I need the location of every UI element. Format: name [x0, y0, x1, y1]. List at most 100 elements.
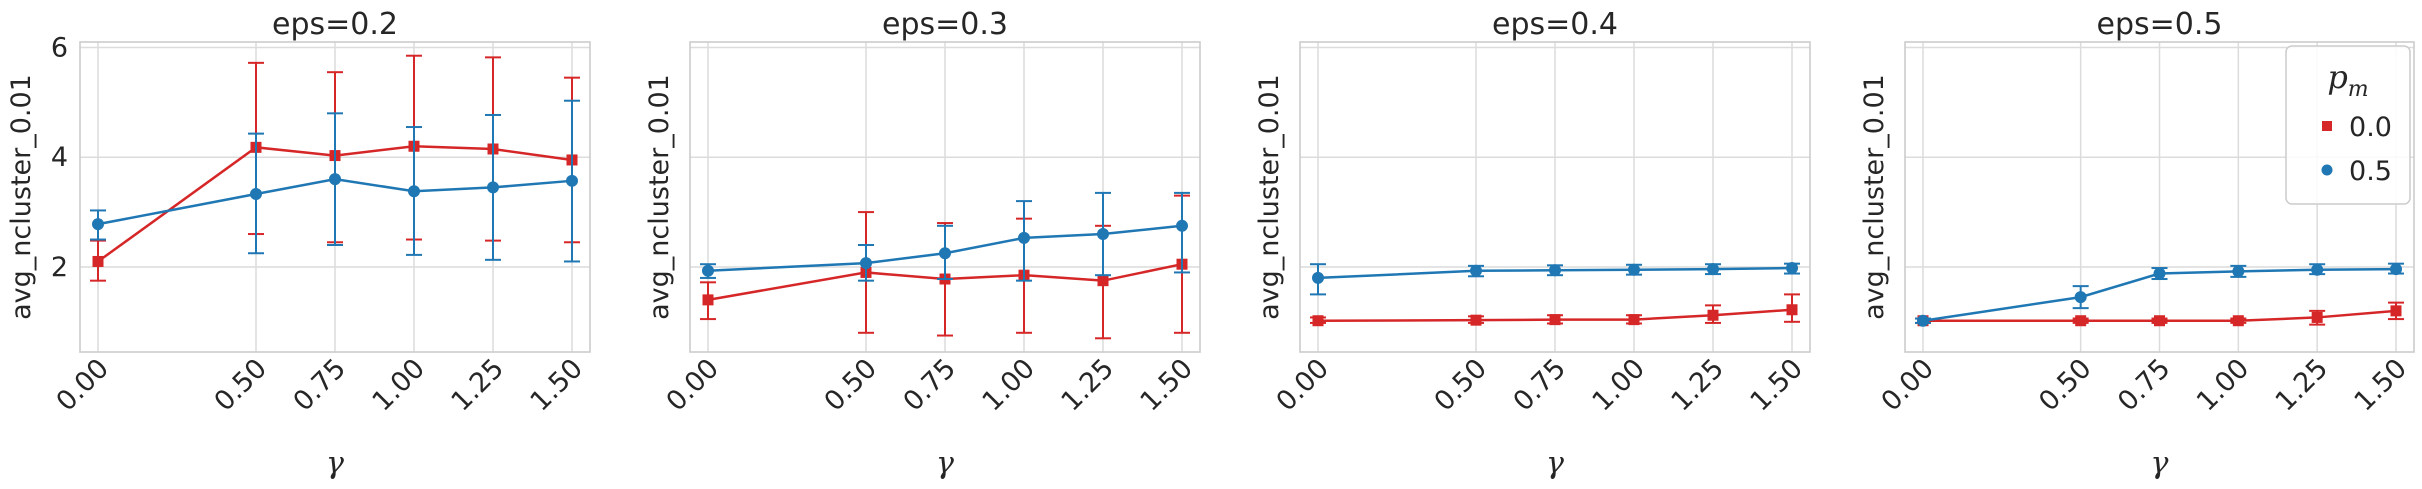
- series-line: [707, 224, 1183, 273]
- x-tick-label: 1.00: [2191, 353, 2255, 417]
- data-point: [1312, 315, 1324, 327]
- x-tick-label: 0.00: [1876, 353, 1940, 417]
- data-point: [92, 255, 104, 267]
- y-axis-label: avg_ncluster_0.01: [1859, 74, 1890, 320]
- series-0.0: [1915, 301, 2404, 327]
- data-point: [2154, 315, 2165, 327]
- x-tick-label: 1.25: [2270, 353, 2334, 417]
- y-axis-label: avg_ncluster_0.01: [644, 74, 675, 320]
- x-axis-label: γ: [1546, 446, 1564, 481]
- series-0.5: [1915, 262, 2404, 327]
- panel-title: eps=0.2: [272, 7, 398, 42]
- legend-marker: [2322, 121, 2332, 131]
- data-point: [1470, 314, 1482, 326]
- data-point: [2232, 315, 2244, 327]
- data-point: [2074, 291, 2087, 304]
- data-point: [329, 173, 341, 186]
- legend-label: 0.5: [2349, 156, 2392, 187]
- panel-title: eps=0.4: [1492, 7, 1618, 42]
- data-point: [250, 187, 262, 200]
- x-tick-label: 1.00: [1587, 353, 1651, 417]
- y-axis-label: avg_ncluster_0.01: [6, 74, 37, 320]
- data-point: [2153, 267, 2166, 280]
- data-point: [1097, 228, 1109, 241]
- data-point: [1176, 219, 1188, 232]
- data-point: [1097, 275, 1109, 287]
- y-axis-label: avg_ncluster_0.01: [1254, 74, 1285, 320]
- series-line: [97, 177, 573, 226]
- series-line: [1317, 308, 1793, 322]
- panel-2: eps=0.3 avg_ncluster_0.01 0.00 0.50 0.75 1.00…: [644, 7, 1201, 481]
- plot-frame: [79, 41, 591, 353]
- x-tick-label: 1.50: [1745, 353, 1809, 417]
- data-point: [1628, 263, 1640, 276]
- data-point: [2232, 265, 2245, 278]
- data-point: [939, 247, 951, 260]
- x-tick-label: 1.50: [1135, 353, 1199, 417]
- legend-marker: [2321, 164, 2333, 176]
- legend-box: [2285, 45, 2411, 205]
- x-tick-label: 0.75: [288, 353, 352, 417]
- legend: pm0.00.5: [2285, 45, 2411, 205]
- series-0.5: [90, 99, 580, 263]
- panel-4: eps=0.5 avg_ncluster_0.01 0.00 0.50 0.75 1.00…: [1859, 7, 2415, 481]
- data-point: [1549, 264, 1561, 277]
- x-tick-label: 0.75: [898, 353, 962, 417]
- series-line: [1922, 267, 2397, 322]
- plot-frame: [1299, 41, 1811, 353]
- data-point: [408, 185, 420, 198]
- data-point: [487, 181, 499, 194]
- y-tick-label: 2: [51, 252, 68, 283]
- x-tick-label: 1.25: [446, 353, 510, 417]
- data-point: [2390, 305, 2402, 317]
- panel-3: eps=0.4 avg_ncluster_0.01 0.00 0.50 0.75 1.00…: [1254, 7, 1811, 481]
- x-axis-label: γ: [326, 446, 344, 481]
- data-point: [2390, 263, 2402, 276]
- x-tick-label: 1.00: [367, 353, 431, 417]
- series-line: [97, 144, 573, 263]
- x-tick-label: 0.50: [2033, 353, 2097, 417]
- x-tick-label: 1.50: [525, 353, 589, 417]
- data-point: [1018, 231, 1030, 244]
- data-point: [2311, 311, 2323, 323]
- plot-frame: [1904, 41, 2415, 353]
- panel-title: eps=0.3: [882, 7, 1008, 42]
- series-0.5: [1310, 262, 1800, 296]
- data-point: [1628, 314, 1640, 326]
- series-line: [707, 262, 1183, 302]
- x-tick-label: 1.25: [1056, 353, 1120, 417]
- data-point: [1312, 271, 1324, 284]
- data-point: [1707, 263, 1719, 276]
- x-axis-label: γ: [936, 446, 954, 481]
- data-point: [1707, 309, 1719, 321]
- y-tick-label: 4: [51, 142, 68, 173]
- x-tick-label: 0.50: [819, 353, 883, 417]
- x-axis-label: γ: [2151, 446, 2169, 481]
- series-0.5: [700, 191, 1190, 282]
- data-point: [1549, 314, 1561, 326]
- x-tick-label: 1.50: [2349, 353, 2413, 417]
- data-point: [1786, 304, 1798, 316]
- data-point: [1917, 314, 1929, 327]
- x-tick-label: 0.75: [2112, 353, 2176, 417]
- data-point: [860, 257, 872, 270]
- data-point: [1786, 262, 1798, 275]
- x-tick-label: 0.00: [1271, 353, 1335, 417]
- x-tick-label: 0.50: [209, 353, 273, 417]
- series-line: [1317, 266, 1793, 280]
- data-point: [702, 294, 714, 306]
- y-tick-label: 6: [51, 32, 68, 63]
- series-line: [1923, 309, 2397, 322]
- plot-frame: [689, 41, 1201, 353]
- data-point: [2311, 263, 2324, 276]
- x-tick-label: 0.00: [51, 353, 115, 417]
- series-0.0: [1310, 293, 1800, 327]
- data-point: [92, 218, 104, 231]
- data-point: [2075, 315, 2087, 327]
- data-point: [1470, 264, 1482, 277]
- x-tick-label: 1.25: [1666, 353, 1730, 417]
- x-tick-label: 0.00: [661, 353, 725, 417]
- x-tick-label: 0.75: [1508, 353, 1572, 417]
